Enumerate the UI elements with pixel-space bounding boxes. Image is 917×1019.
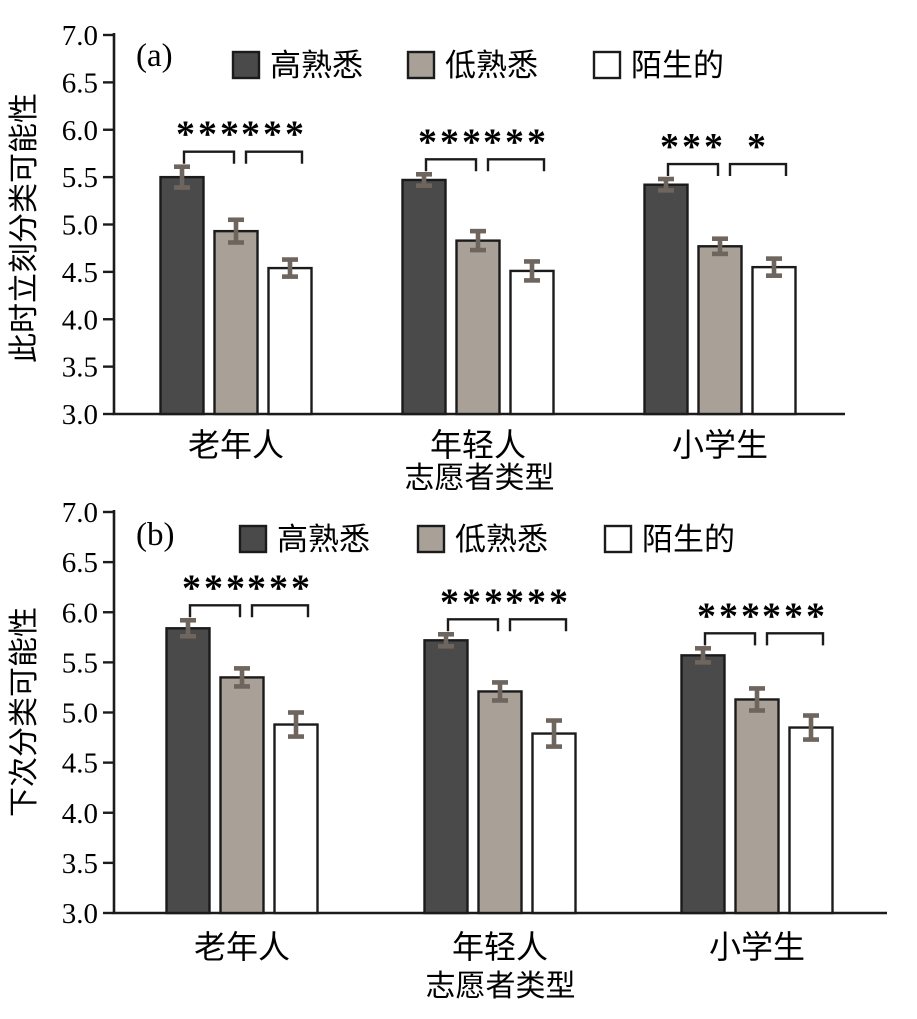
bar (423, 639, 469, 915)
legend-swatch-1 (231, 50, 261, 80)
bar (165, 627, 211, 915)
bar (213, 229, 259, 416)
significance-stars: *** (418, 121, 484, 163)
y-tick-label: 4.0 (62, 304, 98, 336)
bar (267, 266, 313, 416)
y-tick-label: 4.5 (62, 257, 98, 289)
significance-stars: *** (241, 114, 307, 156)
bar (159, 175, 205, 416)
significance-bracket (703, 632, 757, 646)
significance-bracket (508, 618, 568, 632)
significance-bracket (446, 618, 500, 632)
significance-bracket (244, 150, 304, 164)
significance-bracket (486, 158, 546, 172)
bar (455, 239, 501, 416)
significance-stars: * (747, 126, 769, 168)
panel-letter: (a) (136, 38, 173, 74)
bar (680, 654, 726, 915)
significance-bracket (182, 150, 236, 164)
panel-b-chart: 3.0 3.5 4.0 4.5 5.0 5.5 6.0 6.5 7.0 下次分类可能性 (b) 高熟悉… (8, 497, 887, 1003)
x-category-label: 小学生 (709, 929, 805, 965)
significance-stars: *** (697, 595, 763, 637)
significance-bracket (424, 158, 478, 172)
legend-swatch-3 (592, 50, 622, 80)
x-category-label: 年轻人 (452, 929, 548, 965)
bar (401, 178, 447, 416)
significance-bracket (188, 604, 242, 618)
significance-stars: *** (440, 581, 506, 623)
x-axis-title: 志愿者类型 (405, 462, 555, 490)
y-tick-label: 3.0 (62, 898, 98, 930)
bar (219, 676, 265, 915)
legend-swatch-2 (416, 524, 446, 554)
x-category-label: 年轻人 (430, 427, 526, 463)
x-axis-title: 志愿者类型 (426, 970, 576, 1003)
y-tick-label: 6.5 (62, 67, 98, 99)
y-tick-label: 5.0 (62, 698, 98, 730)
legend-swatch-3 (603, 524, 633, 554)
y-tick-label: 6.0 (62, 597, 98, 629)
bar (477, 690, 523, 915)
y-tick-label: 3.5 (62, 352, 98, 384)
y-tick-label: 4.0 (62, 798, 98, 830)
y-tick-label: 7.0 (62, 20, 98, 52)
bar (697, 245, 743, 416)
significance-bracket (728, 162, 788, 177)
y-tick-label: 5.5 (62, 647, 98, 679)
legend-swatch-1 (238, 524, 268, 554)
bar (531, 732, 577, 915)
legend-label-2: 低熟悉 (445, 48, 538, 83)
legend-label-1: 高熟悉 (270, 48, 363, 83)
y-axis-title: 此时立刻分类可能性 (8, 93, 41, 363)
significance-stars: *** (182, 567, 248, 609)
legend-label-3: 陌生的 (642, 522, 735, 557)
bar (273, 723, 319, 915)
significance-bracket (666, 162, 720, 177)
panel-a-chart: 3.0 3.5 4.0 4.5 5.0 5.5 6.0 6.5 7.0 此时立刻分类可能性 (a) 高… (8, 20, 845, 490)
bar (643, 183, 689, 416)
significance-stars: *** (483, 121, 549, 163)
significance-stars: *** (247, 567, 313, 609)
y-tick-label: 6.5 (62, 547, 98, 579)
bar (509, 269, 555, 416)
bar (734, 698, 780, 915)
significance-bracket (765, 632, 825, 646)
legend-label-2: 低熟悉 (455, 522, 548, 557)
legend-swatch-2 (406, 50, 436, 80)
x-category-label: 小学生 (672, 427, 768, 463)
y-tick-label: 3.5 (62, 848, 98, 880)
y-axis-title: 下次分类可能性 (8, 607, 41, 817)
y-tick-label: 6.0 (62, 115, 98, 147)
y-tick-label: 5.0 (62, 210, 98, 242)
bar (788, 726, 834, 915)
legend-label-3: 陌生的 (631, 48, 724, 83)
y-tick-label: 3.0 (62, 399, 98, 431)
x-category-label: 老年人 (188, 427, 284, 463)
y-tick-label: 5.5 (62, 162, 98, 194)
significance-stars: *** (660, 126, 726, 168)
significance-bracket (250, 604, 310, 618)
bar (751, 265, 797, 416)
significance-stars: *** (505, 581, 571, 623)
x-category-label: 老年人 (194, 929, 290, 965)
legend-label-1: 高熟悉 (277, 522, 370, 557)
panel-letter: (b) (136, 517, 174, 553)
significance-stars: *** (762, 595, 828, 637)
significance-stars: *** (176, 114, 242, 156)
y-tick-label: 7.0 (62, 497, 98, 529)
y-tick-label: 4.5 (62, 748, 98, 780)
